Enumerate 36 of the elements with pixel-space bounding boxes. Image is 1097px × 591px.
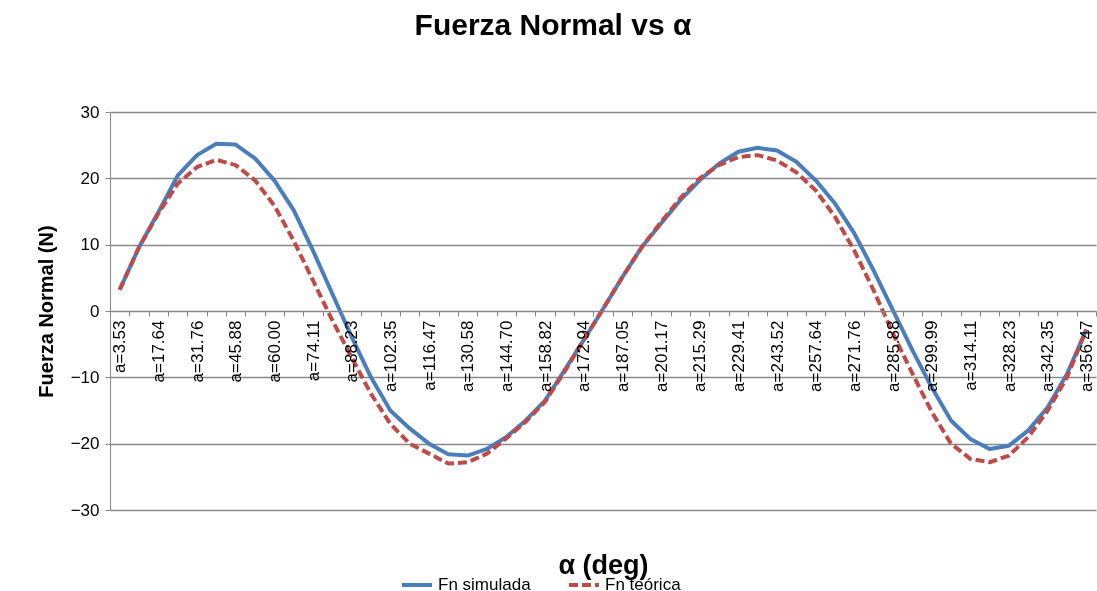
y-tick-label: −20	[70, 434, 100, 454]
x-tick-label: a=45.88	[226, 320, 246, 383]
x-tick-label: a=74.11	[303, 320, 323, 382]
y-tick-label: −30	[70, 500, 100, 520]
x-tick-label: a=102.35	[380, 320, 400, 392]
legend-label: Fn simulada	[438, 575, 532, 591]
chart-title: Fuerza Normal vs α	[414, 8, 692, 41]
x-tick-label: a=271.76	[844, 320, 864, 392]
x-tick-label: a=31.76	[187, 320, 207, 383]
y-tick-label: −10	[70, 367, 100, 387]
x-tick-label: a=60.00	[264, 320, 284, 383]
x-tick-label: a=342.35	[1038, 320, 1058, 392]
x-tick-label: a=144.70	[496, 320, 516, 392]
x-tick-label: a=3.53	[110, 320, 130, 373]
x-tick-label: a=285.88	[883, 320, 903, 392]
y-tick-label: 30	[80, 102, 100, 122]
x-tick-label: a=88.23	[342, 320, 362, 383]
y-tick-label: 10	[80, 235, 100, 255]
y-axis-title: Fuerza Normal (N)	[34, 225, 57, 398]
x-tick-label: a=257.64	[806, 320, 826, 392]
x-tick-label: a=158.82	[535, 320, 555, 392]
x-tick-label: a=17.64	[148, 320, 168, 383]
x-tick-label: a=201.17	[651, 320, 671, 392]
x-tick-label: a=187.05	[612, 320, 632, 392]
x-tick-label: a=215.29	[690, 320, 710, 392]
x-tick-label: a=314.11	[960, 320, 980, 391]
x-tick-label: a=356.47	[1076, 320, 1096, 392]
x-tick-label: a=299.99	[922, 320, 942, 392]
x-tick-label: a=130.58	[458, 320, 478, 392]
x-tick-label: a=328.23	[999, 320, 1019, 392]
x-tick-label: a=243.52	[767, 320, 787, 392]
x-tick-label: a=229.41	[728, 320, 748, 392]
x-tick-label: a=172.94	[574, 320, 594, 392]
x-tick-label: a=116.47	[419, 320, 439, 391]
y-tick-label: 20	[80, 168, 100, 188]
y-tick-label: 0	[90, 301, 100, 321]
